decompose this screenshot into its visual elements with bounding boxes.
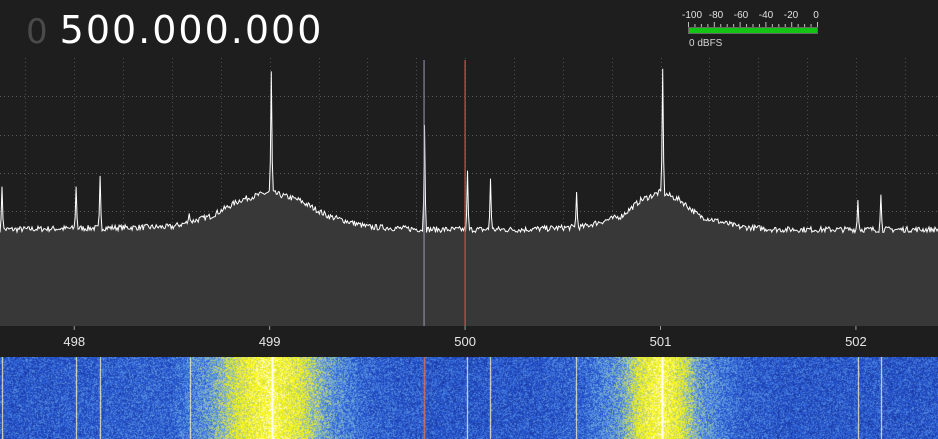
frequency-display[interactable]: 0 500.000.000 [26, 8, 323, 54]
level-scale-label: -40 [758, 10, 774, 21]
level-meter-ticks [688, 22, 818, 27]
frequency-axis-label: 498 [63, 334, 85, 349]
level-meter-scale: -100 -80 -60 -40 -20 0 [680, 10, 820, 22]
level-scale-label: 0 [813, 10, 819, 21]
level-scale-label: -60 [733, 10, 749, 21]
spectrum-fill [0, 68, 938, 326]
frequency-axis-band [0, 326, 938, 358]
frequency-prefix-digit[interactable]: 0 [26, 12, 48, 52]
level-meter-readout: 0 dBFS [689, 38, 723, 49]
frequency-axis-label: 502 [845, 334, 867, 349]
level-scale-label: -100 [681, 10, 703, 21]
signal-level-meter: -100 -80 -60 -40 -20 0 0 dBFS [680, 8, 820, 52]
level-scale-label: -20 [783, 10, 799, 21]
spectrum-plot[interactable]: 498 499 500 501 502 [0, 58, 938, 358]
frequency-axis-label: 501 [650, 334, 672, 349]
spectrum-trace [0, 68, 938, 235]
waterfall-display[interactable] [0, 357, 938, 439]
level-scale-label: -80 [708, 10, 724, 21]
frequency-value[interactable]: 500.000.000 [59, 8, 324, 52]
frequency-axis-label: 500 [454, 334, 476, 349]
frequency-axis-label: 499 [259, 334, 281, 349]
level-meter-bar [688, 27, 818, 34]
level-meter-fill [689, 28, 817, 33]
